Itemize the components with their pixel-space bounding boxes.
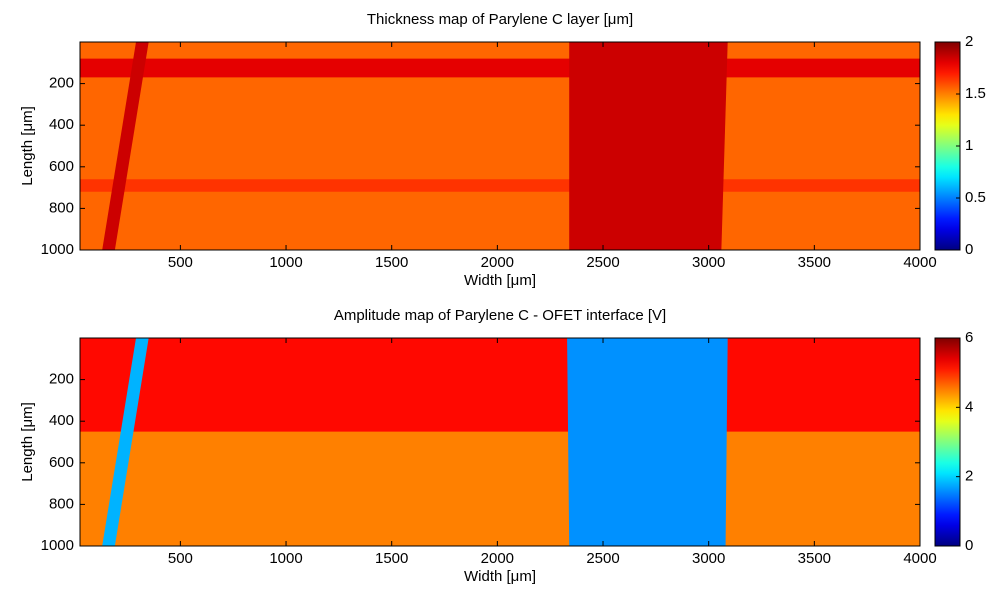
- x-tick-label: 3000: [692, 550, 725, 567]
- x-tick-label: 1000: [269, 550, 302, 567]
- y-tick-label: 400: [49, 116, 74, 133]
- colorbar-tick-label: 2: [965, 468, 973, 485]
- x-tick-label: 3000: [692, 254, 725, 271]
- y-tick-label: 1000: [41, 241, 74, 258]
- x-tick-label: 2000: [481, 550, 514, 567]
- x-tick-label: 4000: [903, 550, 936, 567]
- y-tick-label: 800: [49, 495, 74, 512]
- x-tick-label: 2000: [481, 254, 514, 271]
- colorbar-tick-label: 1.5: [965, 85, 986, 102]
- y-tick-label: 1000: [41, 537, 74, 554]
- colorbar-tick-label: 0: [965, 241, 973, 258]
- colorbar-tick-label: 6: [965, 329, 973, 346]
- plot-area: [80, 42, 920, 250]
- colorbar-tick-label: 0: [965, 537, 973, 554]
- axes-frame: [79, 41, 921, 251]
- colorbar-tick-label: 2: [965, 33, 973, 50]
- colorbar: [934, 337, 961, 547]
- heatmap-region: [569, 42, 728, 250]
- axes-frame: [79, 337, 921, 547]
- colorbar-tick-label: 0.5: [965, 189, 986, 206]
- x-axis-label: Width [μm]: [464, 272, 536, 289]
- y-axis-label: Length [μm]: [19, 106, 36, 186]
- x-tick-label: 2500: [586, 550, 619, 567]
- y-tick-label: 200: [49, 371, 74, 388]
- x-tick-label: 500: [168, 550, 193, 567]
- x-tick-label: 3500: [798, 254, 831, 271]
- colorbar-tick-label: 4: [965, 398, 973, 415]
- y-axis-label: Length [μm]: [19, 402, 36, 482]
- x-tick-label: 500: [168, 254, 193, 271]
- heatmap-region: [80, 58, 920, 78]
- y-tick-label: 800: [49, 199, 74, 216]
- heatmap-region: [80, 179, 920, 192]
- colorbar-tick-label: 1: [965, 137, 973, 154]
- x-tick-label: 1000: [269, 254, 302, 271]
- x-tick-label: 3500: [798, 550, 831, 567]
- heatmap-region: [102, 338, 149, 546]
- y-tick-label: 600: [49, 454, 74, 471]
- x-tick-label: 1500: [375, 254, 408, 271]
- heatmap-region: [80, 338, 920, 432]
- x-axis-label: Width [μm]: [464, 568, 536, 585]
- x-tick-label: 4000: [903, 254, 936, 271]
- y-tick-label: 200: [49, 75, 74, 92]
- plot-area: [80, 338, 920, 546]
- chart-title: Thickness map of Parylene C layer [μm]: [367, 11, 633, 28]
- x-tick-label: 2500: [586, 254, 619, 271]
- heatmap-region: [102, 42, 149, 250]
- y-tick-label: 400: [49, 412, 74, 429]
- y-tick-label: 600: [49, 158, 74, 175]
- heatmap-region: [567, 338, 728, 546]
- x-tick-label: 1500: [375, 550, 408, 567]
- chart-title: Amplitude map of Parylene C - OFET inter…: [334, 307, 666, 324]
